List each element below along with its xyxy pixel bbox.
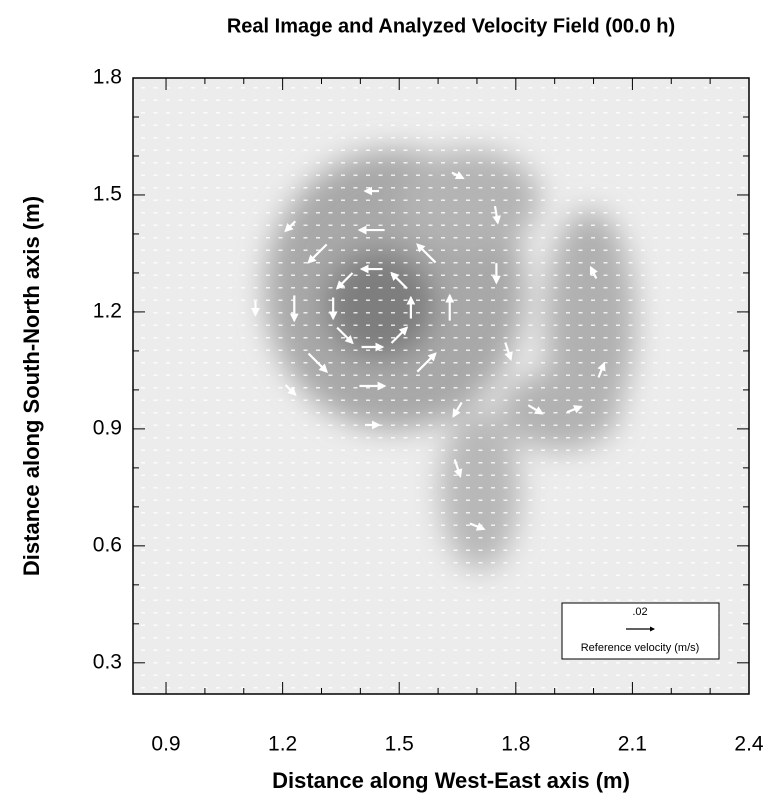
- velocity-arrow: [284, 220, 297, 233]
- velocity-arrow: [416, 352, 437, 373]
- y-tick-label: 0.9: [93, 416, 122, 439]
- reference-label: Reference velocity (m/s): [581, 642, 700, 654]
- y-tick-label: 1.5: [93, 183, 122, 206]
- y-tick-label: 0.3: [93, 650, 122, 673]
- velocity-arrow: [452, 401, 463, 418]
- chart-title: Real Image and Analyzed Velocity Field (…: [227, 15, 675, 37]
- velocity-arrow: [453, 459, 463, 478]
- velocity-arrow: [589, 265, 598, 280]
- x-tick-label: 2.4: [734, 733, 764, 756]
- velocity-arrow: [335, 272, 354, 290]
- velocity-arrow: [504, 342, 513, 361]
- velocity-arrow: [284, 384, 297, 397]
- y-tick-label: 1.2: [93, 299, 122, 322]
- y-axis-label: Distance along South-North axis (m): [19, 196, 44, 576]
- velocity-arrow: [451, 171, 465, 180]
- velocity-arrow: [390, 326, 409, 344]
- x-tick-label: 1.2: [268, 733, 297, 756]
- reference-box: [561, 602, 720, 660]
- velocity-arrow: [390, 271, 408, 290]
- x-tick-label: 1.5: [385, 733, 414, 756]
- velocity-arrow: [307, 243, 328, 264]
- x-tick-label: 1.8: [501, 733, 530, 756]
- velocity-arrow: [597, 361, 606, 378]
- velocity-arrow: [566, 405, 583, 414]
- velocity-arrow: [307, 352, 328, 373]
- y-tick-label: 1.8: [93, 66, 122, 89]
- velocity-arrow: [492, 205, 501, 225]
- velocity-arrow: [336, 326, 354, 345]
- x-tick-label: 2.1: [618, 733, 647, 756]
- velocity-arrow: [527, 404, 544, 415]
- velocity-arrow: [416, 243, 437, 264]
- velocity-arrow: [469, 522, 486, 531]
- y-tick-label: 0.6: [93, 533, 122, 556]
- x-tick-label: 0.9: [151, 733, 180, 756]
- reference-value: .02: [632, 606, 647, 618]
- plot-frame: [132, 77, 750, 695]
- x-axis-label: Distance along West-East axis (m): [272, 768, 630, 793]
- background-vectors: [133, 78, 749, 694]
